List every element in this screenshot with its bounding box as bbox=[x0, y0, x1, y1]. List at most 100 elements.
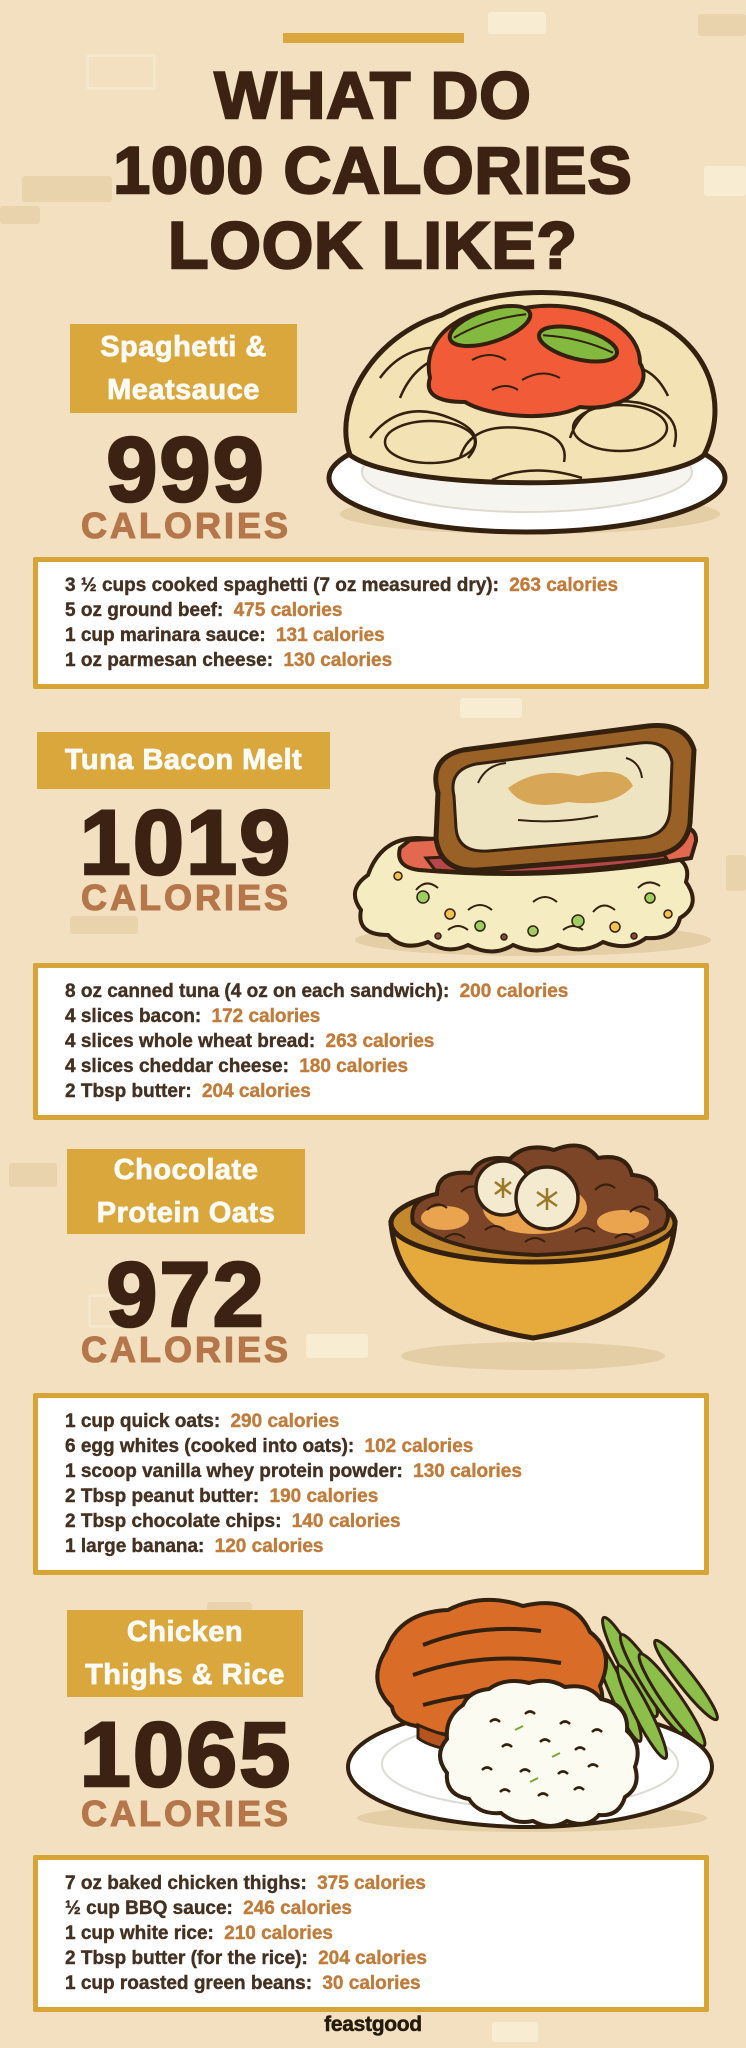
ingredient-name: 8 oz canned tuna (4 oz on each sandwich)… bbox=[65, 981, 450, 1002]
calories-word: CALORIES bbox=[80, 1329, 291, 1370]
decor-rect bbox=[86, 54, 156, 90]
ingredient-calories: 290 calories bbox=[230, 1411, 340, 1432]
ingredient-line: 1 cup roasted green beans: 30 calories bbox=[65, 1971, 677, 1996]
ingredient-name: 7 oz baked chicken thighs: bbox=[65, 1873, 307, 1894]
title-line: 1000 CALORIES bbox=[112, 132, 633, 208]
ingredient-name: 2 Tbsp peanut butter: bbox=[65, 1486, 260, 1507]
ingredient-calories: 204 calories bbox=[318, 1948, 427, 1969]
section-label-line: Protein Oats bbox=[96, 1196, 276, 1229]
ingredient-line: 2 Tbsp chocolate chips: 140 calories bbox=[65, 1509, 677, 1534]
ingredient-line: 5 oz ground beef: 475 calories bbox=[65, 598, 677, 623]
ingredients-box-spaghetti: 3 ½ cups cooked spaghetti (7 oz measured… bbox=[33, 557, 709, 689]
ingredient-calories: 172 calories bbox=[211, 1006, 321, 1027]
ingredient-name: 2 Tbsp butter: bbox=[65, 1081, 192, 1102]
ingredient-line: 3 ½ cups cooked spaghetti (7 oz measured… bbox=[65, 573, 677, 598]
ingredients-box-tuna: 8 oz canned tuna (4 oz on each sandwich)… bbox=[33, 963, 709, 1120]
section-label-chicken-thighs-rice: Chicken Thighs & Rice bbox=[67, 1610, 303, 1697]
ingredient-name: 1 cup marinara sauce: bbox=[65, 625, 266, 646]
ingredient-name: 1 cup roasted green beans: bbox=[65, 1973, 313, 1994]
ingredient-calories: 102 calories bbox=[364, 1436, 474, 1457]
title-line: WHAT DO bbox=[213, 57, 532, 133]
tuna-melt-sandwich-illustration bbox=[352, 723, 711, 956]
section-label-line: Chocolate bbox=[113, 1154, 259, 1187]
ingredient-line: 7 oz baked chicken thighs: 375 calories bbox=[65, 1871, 677, 1896]
ingredient-line: ½ cup BBQ sauce: 246 calories bbox=[65, 1896, 677, 1921]
ingredient-line: 4 slices bacon: 172 calories bbox=[65, 1004, 677, 1029]
ingredient-line: 8 oz canned tuna (4 oz on each sandwich)… bbox=[65, 979, 677, 1004]
ingredient-calories: 246 calories bbox=[243, 1898, 352, 1919]
decor-rect bbox=[88, 1294, 120, 1328]
decor-rect bbox=[306, 1334, 368, 1358]
ingredient-calories: 190 calories bbox=[269, 1486, 379, 1507]
ingredient-calories: 131 calories bbox=[275, 625, 385, 646]
ingredients-box-oats: 1 cup quick oats: 290 calories 6 egg whi… bbox=[33, 1393, 709, 1575]
ingredient-calories: 200 calories bbox=[459, 981, 569, 1002]
ingredient-calories: 263 calories bbox=[325, 1031, 435, 1052]
section-label-chocolate-protein-oats: Chocolate Protein Oats bbox=[67, 1149, 305, 1234]
ingredient-calories: 204 calories bbox=[201, 1081, 311, 1102]
decor-rect bbox=[9, 1163, 57, 1187]
calorie-total-spaghetti: 999 bbox=[105, 419, 266, 521]
ingredient-line: 1 cup white rice: 210 calories bbox=[65, 1921, 677, 1946]
ingredient-name: 1 cup white rice: bbox=[65, 1923, 214, 1944]
ingredient-name: 2 Tbsp butter (for the rice): bbox=[65, 1948, 308, 1969]
ingredient-line: 1 scoop vanilla whey protein powder: 130… bbox=[65, 1459, 677, 1484]
ingredient-calories: 130 calories bbox=[413, 1461, 522, 1482]
decor-rect bbox=[0, 206, 40, 224]
ingredient-name: 4 slices whole wheat bread: bbox=[65, 1031, 316, 1052]
calories-word: CALORIES bbox=[80, 505, 291, 546]
ingredient-name: 4 slices cheddar cheese: bbox=[65, 1056, 289, 1077]
ingredient-name: 4 slices bacon: bbox=[65, 1006, 202, 1027]
title-line: LOOK LIKE? bbox=[167, 207, 578, 283]
ingredient-line: 1 large banana: 120 calories bbox=[65, 1534, 677, 1559]
ingredient-calories: 375 calories bbox=[317, 1873, 426, 1894]
section-label-line: Chicken bbox=[126, 1616, 244, 1649]
ingredient-calories: 180 calories bbox=[299, 1056, 409, 1077]
section-label-line: Meatsauce bbox=[107, 373, 260, 406]
decor-rect bbox=[698, 14, 746, 36]
calories-word: CALORIES bbox=[80, 877, 291, 918]
ingredient-calories: 140 calories bbox=[291, 1511, 401, 1532]
decor-rect bbox=[70, 916, 138, 934]
page-title: WHAT DO 1000 CALORIES LOOK LIKE? bbox=[0, 57, 746, 284]
ingredient-name: 1 scoop vanilla whey protein powder: bbox=[65, 1461, 403, 1482]
section-label-line: Spaghetti & bbox=[100, 331, 267, 364]
ingredient-calories: 130 calories bbox=[283, 650, 393, 671]
decor-rect bbox=[488, 12, 546, 34]
ingredient-name: 1 oz parmesan cheese: bbox=[65, 650, 274, 671]
calories-word: CALORIES bbox=[80, 1793, 291, 1834]
ingredient-line: 1 cup marinara sauce: 131 calories bbox=[65, 623, 677, 648]
decor-rect bbox=[726, 855, 746, 891]
calorie-total-chicken: 1065 bbox=[78, 1704, 293, 1806]
chicken-rice-plate-illustration bbox=[346, 1597, 719, 1832]
spaghetti-plate-illustration bbox=[326, 290, 728, 535]
ingredient-name: 3 ½ cups cooked spaghetti (7 oz measured… bbox=[65, 575, 499, 596]
section-label-line: Tuna Bacon Melt bbox=[64, 744, 303, 777]
ingredient-calories: 30 calories bbox=[322, 1973, 421, 1994]
section-label-spaghetti-meatsauce: Spaghetti & Meatsauce bbox=[70, 324, 297, 413]
ingredient-calories: 475 calories bbox=[233, 600, 343, 621]
feastgood-logo: feastgood bbox=[324, 2013, 422, 2037]
decor-rect bbox=[704, 166, 746, 196]
ingredient-line: 2 Tbsp butter: 204 calories bbox=[65, 1079, 677, 1104]
ingredient-name: 5 oz ground beef: bbox=[65, 600, 224, 621]
ingredient-name: ½ cup BBQ sauce: bbox=[65, 1898, 233, 1919]
section-label-line: Thighs & Rice bbox=[85, 1658, 285, 1691]
ingredient-calories: 210 calories bbox=[224, 1923, 333, 1944]
ingredient-name: 2 Tbsp chocolate chips: bbox=[65, 1511, 282, 1532]
ingredient-line: 4 slices whole wheat bread: 263 calories bbox=[65, 1029, 677, 1054]
ingredient-calories: 120 calories bbox=[214, 1536, 324, 1557]
decor-rect bbox=[492, 2022, 538, 2042]
ingredient-name: 1 cup quick oats: bbox=[65, 1411, 221, 1432]
calorie-total-tuna: 1019 bbox=[78, 792, 293, 894]
decor-rect bbox=[22, 176, 112, 202]
section-label-tuna-bacon-melt: Tuna Bacon Melt bbox=[37, 732, 330, 789]
ingredient-line: 1 cup quick oats: 290 calories bbox=[65, 1409, 677, 1434]
ingredient-line: 2 Tbsp peanut butter: 190 calories bbox=[65, 1484, 677, 1509]
calorie-total-oats: 972 bbox=[105, 1244, 266, 1346]
ingredient-line: 6 egg whites (cooked into oats): 102 cal… bbox=[65, 1434, 677, 1459]
header-accent-bar bbox=[283, 33, 464, 43]
ingredient-line: 4 slices cheddar cheese: 180 calories bbox=[65, 1054, 677, 1079]
ingredient-line: 1 oz parmesan cheese: 130 calories bbox=[65, 648, 677, 673]
